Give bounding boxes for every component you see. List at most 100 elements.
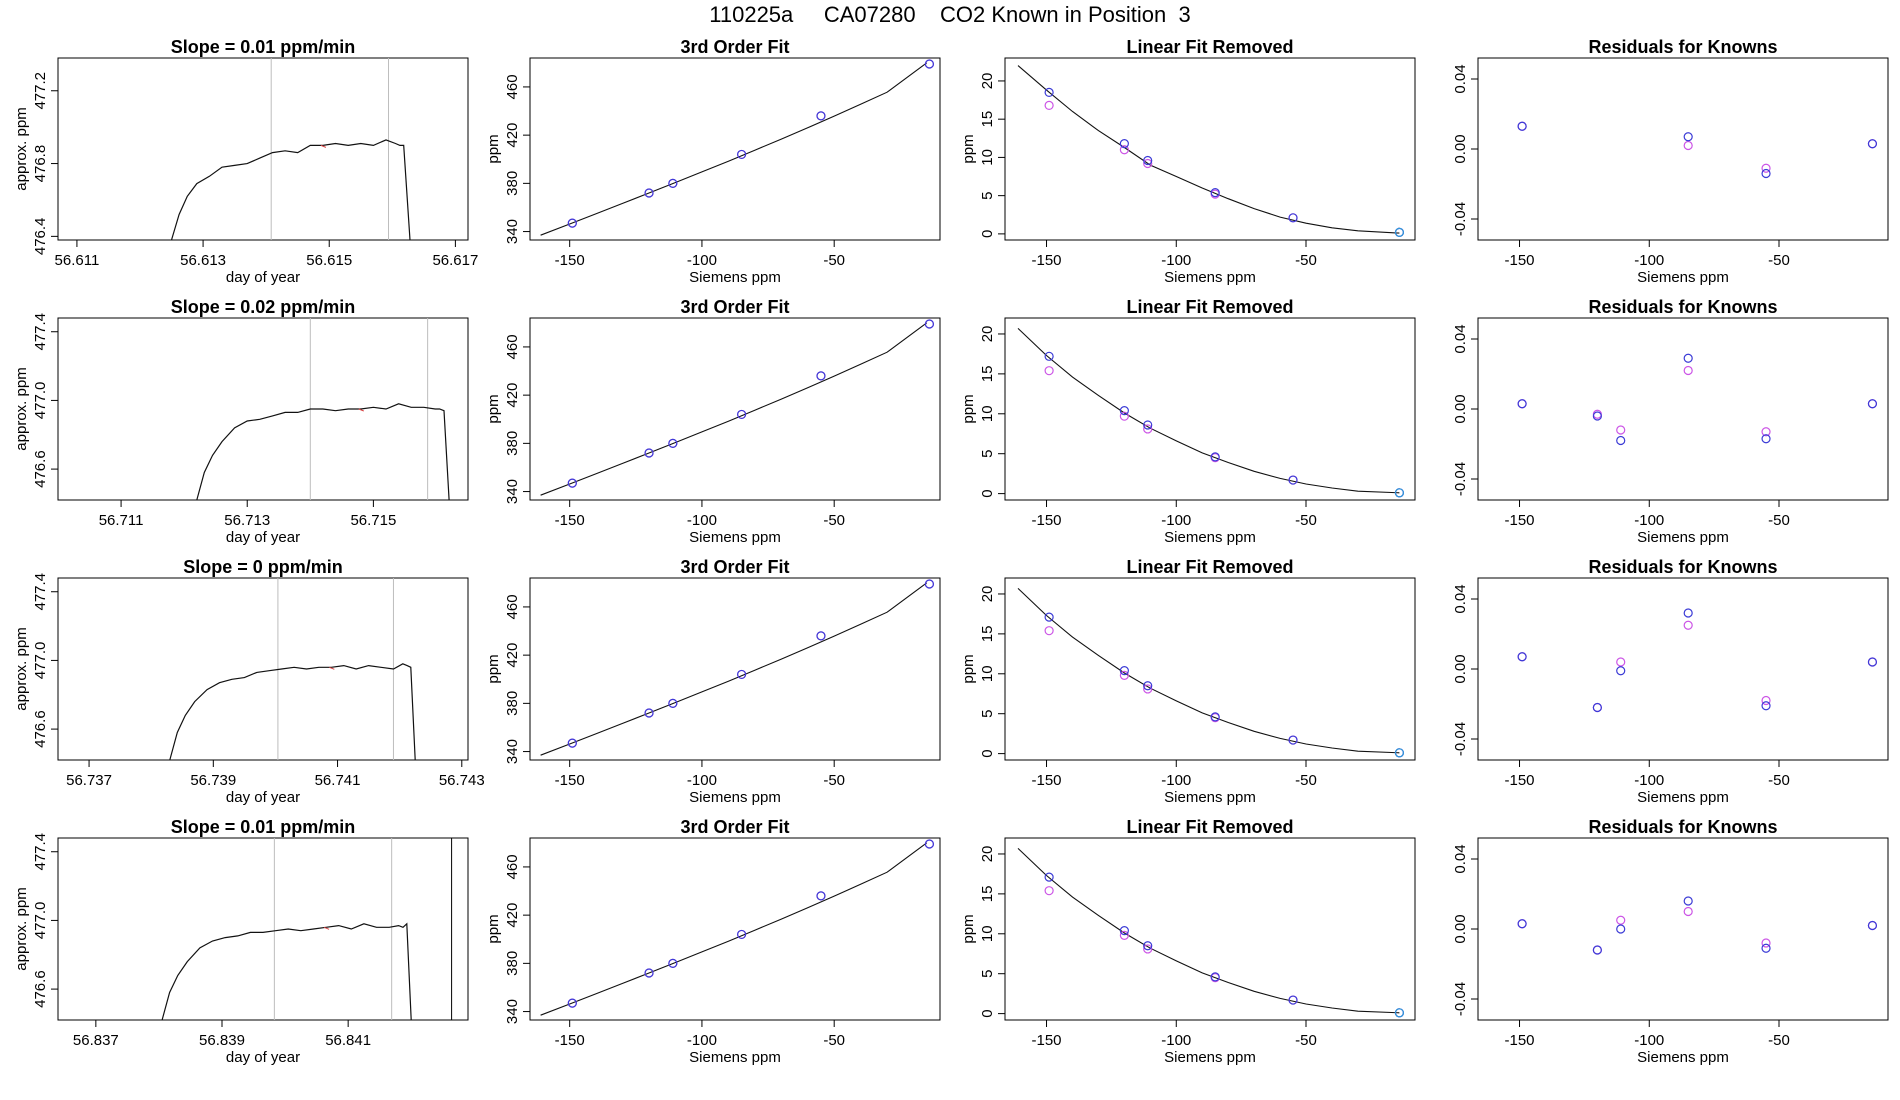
data-point-blue [668,438,678,448]
data-point-magenta [1044,626,1054,636]
data-point-blue [1517,652,1527,662]
y-tick-label: 460 [504,854,521,879]
x-tick-label: -100 [687,512,717,529]
chart-title: Linear Fit Removed [1126,297,1293,317]
y-tick-label: 380 [504,951,521,976]
x-tick-label: -100 [1161,772,1191,789]
x-axis-label: Siemens ppm [1164,789,1256,806]
chart-panel-4: Residuals for Knowns -150 -100 -50 -0.04 0.00… [1452,37,1889,286]
x-tick-label: -150 [555,252,585,269]
plot-area [1017,328,1405,498]
plot-frame [1004,57,1416,241]
data-point-blue [1867,139,1878,149]
y-tick-label: 0.00 [1452,654,1469,683]
y-tick-label: 20 [979,586,996,603]
x-tick-label: 56.739 [190,772,236,789]
y-tick-label: 15 [979,886,996,903]
data-point-magenta [1119,411,1129,421]
data-point-blue [1044,612,1054,622]
chart-panel-2: 3rd Order Fit -150 -100 -50 340 380 420 460 Siem… [485,37,941,286]
x-axis-label: Siemens ppm [1164,1049,1256,1066]
x-tick-label: -50 [1768,772,1790,789]
y-tick-label: 460 [504,594,521,619]
mean-marker [320,144,327,148]
chart-panel-1: Slope = 0.01 ppm/min 56.611 56.613 56.615 56… [13,37,478,286]
data-point-magenta [1143,684,1153,694]
data-point-magenta [1119,670,1129,680]
data-point-blue [737,929,747,940]
y-tick-label: 477.4 [32,573,49,611]
data-point-blue [1761,168,1771,179]
data-point-blue [668,178,678,188]
data-point-magenta [1044,100,1054,111]
plot-area [196,318,450,500]
data-point-blue [816,111,826,121]
y-tick-label: 10 [979,925,996,942]
chart-panel-14: 3rd Order Fit -150 -100 -50 340 380 420 460 Siem… [485,817,941,1066]
y-tick-label: 10 [979,405,996,422]
y-tick-label: 477.0 [32,382,49,420]
plot-frame [1004,317,1416,501]
data-point-blue [1119,925,1129,936]
mean-marker [329,666,335,670]
data-point-blue [1143,155,1153,166]
y-tick-label: 20 [979,326,996,343]
y-tick-label: 380 [504,431,521,456]
x-tick-label: -50 [1295,512,1317,529]
y-tick-label: 420 [504,643,521,668]
plot-frame [57,317,469,501]
y-axis-label: ppm [960,134,977,163]
y-tick-label: 420 [504,123,521,148]
data-point-blue [1867,399,1878,409]
x-tick-label: 56.713 [224,512,270,529]
data-point-cyan [1394,748,1405,758]
plot-area [1017,848,1405,1018]
chart-title: Slope = 0 ppm/min [183,557,343,577]
x-tick-label: -150 [555,1032,585,1049]
chart-title: Slope = 0.01 ppm/min [171,817,356,837]
data-point-blue [1592,702,1602,713]
y-tick-label: 0 [979,489,996,497]
y-tick-label: 477.4 [32,313,49,351]
x-tick-label: -50 [823,1032,845,1049]
data-point-blue [1761,943,1771,953]
x-tick-label: -100 [1161,1032,1191,1049]
y-tick-label: 380 [504,171,521,196]
y-axis-label: approx. ppm [13,107,30,190]
data-point-blue [1210,187,1220,198]
data-point-blue [816,371,826,381]
data-point-blue [1761,701,1771,711]
x-tick-label: -100 [1161,252,1191,269]
data-point-blue [644,188,654,198]
data-point-cyan [1394,227,1405,237]
y-tick-label: 5 [979,710,996,718]
y-tick-label: 10 [979,149,996,166]
plot-area [1017,65,1405,237]
x-tick-label: -50 [1768,512,1790,529]
data-point-blue [567,478,577,488]
y-tick-label: 476.8 [32,145,49,183]
y-tick-label: 477.2 [32,72,49,110]
data-point-blue [924,579,935,589]
data-point-blue [567,738,577,748]
data-point-magenta [1119,930,1129,940]
x-axis-label: Siemens ppm [1637,269,1729,286]
x-tick-label: -150 [1032,512,1062,529]
x-tick-label: -50 [1768,1032,1790,1049]
data-point-blue [1761,434,1771,444]
fit-curve [540,582,928,756]
ppm-trace-line [169,663,416,760]
data-point-blue [567,998,577,1008]
x-tick-label: -150 [1032,772,1062,789]
x-tick-label: 56.839 [199,1032,245,1049]
data-point-blue [1517,399,1527,409]
plot-area [1517,353,1878,446]
x-axis-label: Siemens ppm [1164,529,1256,546]
data-point-blue [1592,411,1602,421]
x-tick-label: 56.715 [350,512,396,529]
y-axis-label: ppm [960,654,977,683]
y-tick-label: 15 [979,366,996,383]
y-tick-label: 340 [504,219,521,244]
chart-panel-10: 3rd Order Fit -150 -100 -50 340 380 420 460 Siem… [485,557,941,806]
data-point-blue [924,59,935,69]
